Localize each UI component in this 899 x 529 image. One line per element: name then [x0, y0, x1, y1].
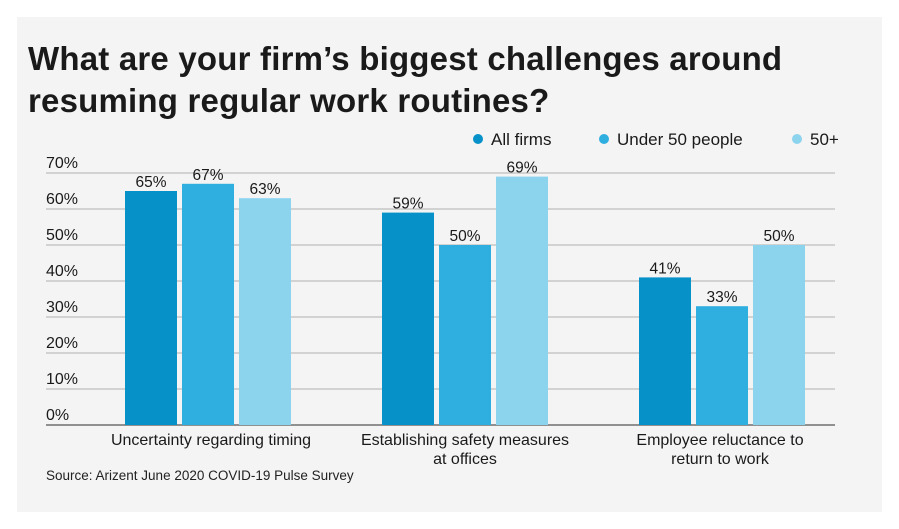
y-tick-label: 40% [46, 263, 78, 280]
bar-50--2 [753, 245, 805, 425]
data-label: 41% [649, 260, 680, 277]
bar-under-50-people-1 [439, 245, 491, 425]
y-tick-label: 20% [46, 335, 78, 352]
legend-label: 50+ [810, 130, 839, 149]
category-label: Establishing safety measures [361, 432, 569, 449]
data-label: 67% [192, 167, 223, 184]
data-label: 65% [135, 174, 166, 191]
data-label: 59% [392, 196, 423, 213]
data-label: 69% [506, 160, 537, 177]
data-label: 63% [249, 181, 280, 198]
data-label: 50% [763, 228, 794, 245]
y-tick-label: 50% [46, 227, 78, 244]
legend-marker [599, 134, 609, 144]
bar-all-firms-1 [382, 212, 434, 425]
y-tick-label: 70% [46, 155, 78, 172]
category-label: at offices [433, 451, 497, 468]
legend-marker [473, 134, 483, 144]
bars [125, 176, 805, 425]
bar-under-50-people-0 [182, 183, 234, 425]
data-labels: 65% 59% 41% 67% 50% 33% 63% 69% 50% [135, 160, 794, 307]
source-note: Source: Arizent June 2020 COVID-19 Pulse… [46, 468, 354, 483]
data-label: 50% [449, 228, 480, 245]
bar-under-50-people-2 [696, 306, 748, 425]
y-tick-label: 10% [46, 371, 78, 388]
y-tick-label: 60% [46, 191, 78, 208]
bar-all-firms-0 [125, 191, 177, 425]
legend: All firms Under 50 people 50+ [473, 130, 839, 149]
category-labels: Uncertainty regarding timing Establishing… [111, 432, 804, 468]
y-axis-tick-labels: 0% 10% 20% 30% 40% 50% 60% 70% [46, 155, 78, 424]
category-label: return to work [671, 451, 770, 468]
y-tick-label: 30% [46, 299, 78, 316]
category-label: Uncertainty regarding timing [111, 432, 311, 449]
category-label: Employee reluctance to [636, 432, 803, 449]
y-tick-label: 0% [46, 407, 69, 424]
data-label: 33% [706, 289, 737, 306]
legend-label: All firms [491, 130, 551, 149]
chart-title: What are your firm’s biggest challenges … [28, 40, 783, 119]
bar-50--0 [239, 198, 291, 425]
bar-50--1 [496, 176, 548, 425]
bar-all-firms-2 [639, 277, 691, 425]
legend-label: Under 50 people [617, 130, 743, 149]
legend-marker [792, 134, 802, 144]
